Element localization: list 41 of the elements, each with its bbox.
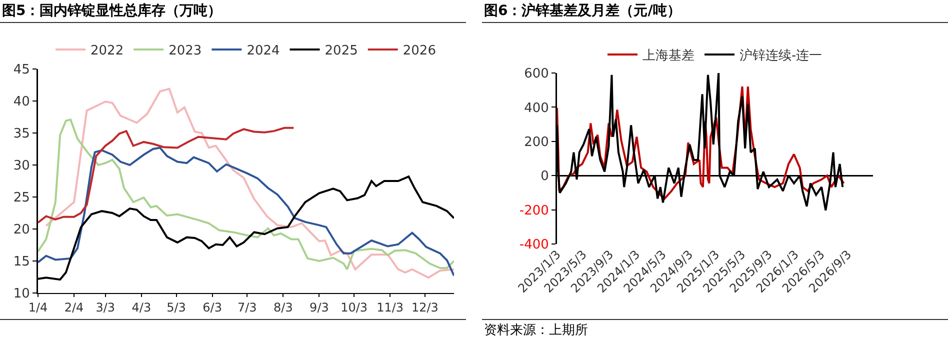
legend-label: 2026	[402, 44, 436, 59]
y-tick-label: 10	[13, 286, 30, 302]
x-tick-label: 2/4	[64, 300, 84, 314]
y-tick-label: 40	[13, 94, 30, 110]
y-tick-label: 20	[13, 222, 30, 238]
x-tick-label: 4/3	[132, 300, 152, 314]
line-series	[557, 86, 845, 200]
y-tick-label: 35	[13, 126, 30, 142]
legend-label: 2023	[168, 44, 202, 59]
x-tick-label: 9/3	[310, 300, 329, 314]
x-tick-label: 5/3	[166, 300, 186, 314]
legend-label: 2025	[324, 44, 358, 59]
line-series	[38, 126, 295, 224]
x-tick-label: 7/3	[238, 300, 257, 314]
y-tick-label: 15	[13, 254, 30, 270]
y-tick-label: 30	[13, 158, 30, 174]
line-series	[38, 118, 454, 270]
x-tick-label: 1/4	[28, 300, 48, 314]
legend-label: 2022	[90, 44, 124, 59]
legend-label: 2024	[246, 44, 280, 59]
legend-label: 沪锌连续-连一	[740, 48, 822, 64]
legend-label: 上海基差	[642, 48, 694, 64]
x-tick-label: 10/3	[340, 300, 368, 314]
y-tick-label: -400	[519, 238, 549, 253]
x-tick-label: 6/3	[202, 300, 222, 314]
x-tick-label: 3/3	[96, 300, 116, 314]
y-tick-label: 200	[524, 134, 549, 150]
line-series	[38, 146, 454, 277]
text: 资料来源：上期所	[482, 319, 948, 342]
x-tick-label: 12/3	[411, 300, 438, 314]
chart-title: 图5：国内锌锭显性总库存（万吨）	[0, 0, 466, 23]
y-tick-label: 400	[524, 100, 549, 116]
chart-title: 图6：沪锌基差及月差（元/吨）	[482, 0, 948, 23]
y-tick-label: 600	[524, 66, 549, 82]
line-series	[45, 88, 454, 279]
y-tick-label: 25	[13, 190, 30, 206]
y-tick-label: 45	[13, 62, 30, 78]
y-tick-label: 0	[540, 169, 549, 184]
x-tick-label: 11/3	[376, 300, 404, 314]
y-tick-label: -200	[519, 203, 549, 218]
x-tick-label: 8/3	[274, 300, 293, 314]
